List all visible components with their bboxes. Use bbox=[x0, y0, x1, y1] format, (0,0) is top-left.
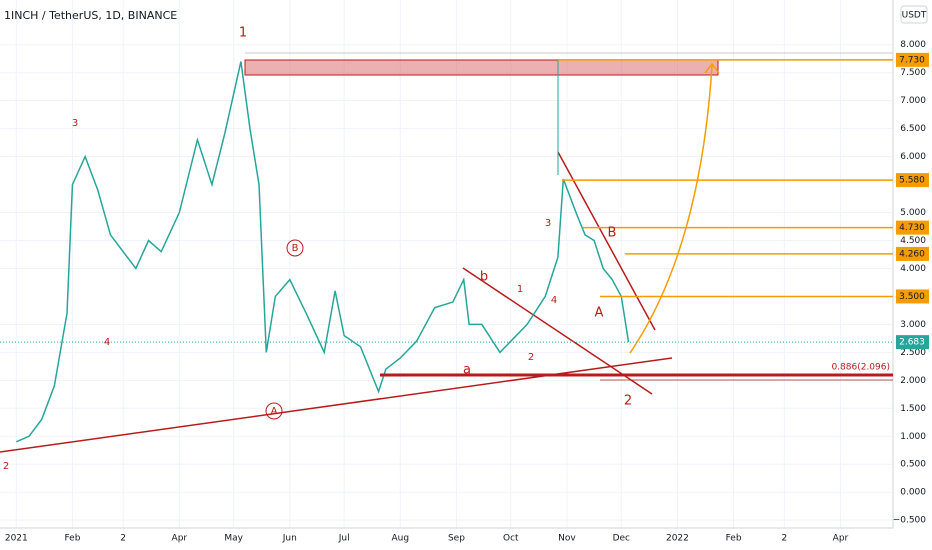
currency: USDT bbox=[902, 11, 927, 21]
annotation: A bbox=[271, 406, 278, 417]
x-tick-label: 2 bbox=[120, 534, 126, 544]
level-label: 3.500 bbox=[899, 292, 925, 302]
annotation: 4 bbox=[104, 337, 110, 348]
currency-box bbox=[900, 5, 928, 24]
x-tick-label: Sep bbox=[448, 534, 465, 544]
level-label: 5.580 bbox=[899, 176, 925, 186]
x-tick-label: Feb bbox=[64, 534, 80, 544]
x-tick-label: 2021 bbox=[5, 534, 28, 544]
y-tick-label: 1.500 bbox=[900, 404, 926, 414]
trendline bbox=[557, 151, 656, 331]
annotation: B bbox=[608, 226, 617, 241]
x-tick-label: Feb bbox=[726, 534, 742, 544]
x-tick-label: 2022 bbox=[666, 534, 689, 544]
grid bbox=[0, 0, 893, 528]
annotation: 4 bbox=[551, 295, 557, 306]
x-tick-label: Oct bbox=[503, 534, 519, 544]
x-tick-label: Apr bbox=[172, 534, 188, 544]
x-tick-label: 2 bbox=[781, 534, 787, 544]
x-tick-label: May bbox=[224, 534, 243, 544]
x-tick-label: Nov bbox=[558, 534, 576, 544]
annotation-circle bbox=[286, 239, 304, 257]
annotation: 3 bbox=[72, 118, 78, 129]
x-tick-label: Apr bbox=[833, 534, 849, 544]
y-tick-label: 1.000 bbox=[900, 432, 926, 442]
annotation: 2 bbox=[3, 461, 9, 472]
level-tag bbox=[896, 52, 929, 67]
level-tag bbox=[896, 246, 929, 261]
y-tick-label: 7.000 bbox=[900, 96, 926, 106]
marks bbox=[0, 59, 893, 443]
annotation: A bbox=[595, 306, 604, 321]
y-tick-label: 2.500 bbox=[900, 348, 926, 358]
annotation: 3 bbox=[545, 218, 551, 229]
y-tick-label: 6.500 bbox=[900, 124, 926, 134]
y-tick-label: 6.000 bbox=[900, 152, 926, 162]
annotation-circle bbox=[265, 402, 283, 420]
level-tag bbox=[896, 173, 929, 188]
last-price-tag bbox=[896, 335, 929, 350]
price-line bbox=[15, 61, 630, 443]
annotation: 1 bbox=[517, 284, 523, 295]
y-tick-label: 7.500 bbox=[900, 68, 926, 78]
y-tick-label: −0.500 bbox=[893, 516, 927, 526]
annotation: 2 bbox=[528, 352, 534, 363]
y-tick-label: 8.000 bbox=[900, 40, 926, 50]
y-tick-label: 3.000 bbox=[900, 320, 926, 330]
annotation: a bbox=[463, 363, 471, 378]
level-label: 7.730 bbox=[899, 55, 925, 65]
resistance-zone bbox=[244, 59, 719, 76]
level-tag bbox=[896, 289, 929, 304]
last-price-label: 2.683 bbox=[899, 338, 925, 348]
level-tag bbox=[896, 220, 929, 235]
y-tick-label: 0.500 bbox=[900, 460, 926, 470]
y-tick-label: 0.000 bbox=[900, 488, 926, 498]
y-tick-label: 4.000 bbox=[900, 264, 926, 274]
annotation: B bbox=[292, 243, 299, 254]
y-tick-label: 4.500 bbox=[900, 236, 926, 246]
annotation: b bbox=[480, 270, 488, 285]
y-tick-label: 2.000 bbox=[900, 376, 926, 386]
fib-level-label: 0.886(2.096) bbox=[831, 362, 890, 372]
x-tick-label: Aug bbox=[392, 534, 410, 544]
x-tick-label: Dec bbox=[613, 534, 630, 544]
chart-title: 1INCH / TetherUS, 1D, BINANCE bbox=[4, 9, 177, 22]
projection-arrow bbox=[704, 62, 720, 74]
x-tick-label: Jun bbox=[282, 534, 297, 544]
level-label: 4.730 bbox=[899, 223, 925, 233]
annotation: 1 bbox=[239, 26, 247, 41]
level-label: 4.260 bbox=[899, 249, 925, 259]
annotation: 2 bbox=[624, 394, 632, 409]
projection-curve bbox=[629, 65, 713, 354]
x-tick-label: Jul bbox=[338, 534, 350, 544]
y-tick-label: 5.000 bbox=[900, 208, 926, 218]
trendline bbox=[462, 267, 653, 395]
